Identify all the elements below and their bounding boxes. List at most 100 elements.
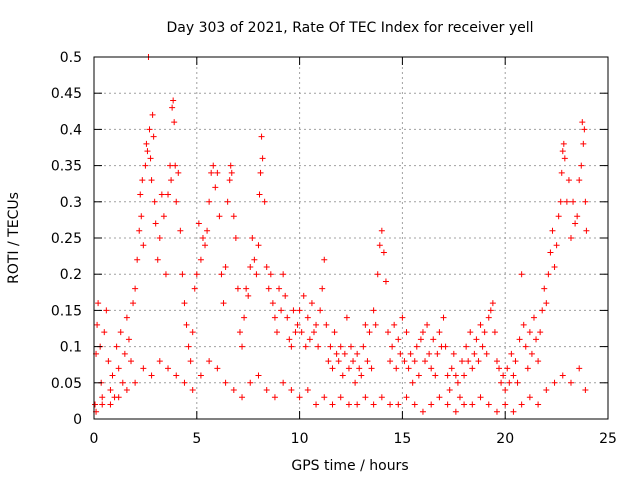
data-point bbox=[424, 321, 431, 328]
data-point bbox=[459, 358, 466, 365]
y-tick-label: 0.2 bbox=[60, 267, 82, 283]
data-point bbox=[559, 148, 566, 155]
data-point bbox=[428, 365, 435, 372]
data-point bbox=[559, 372, 566, 379]
data-point bbox=[335, 358, 342, 365]
data-point bbox=[475, 358, 482, 365]
data-point bbox=[202, 242, 209, 249]
data-point bbox=[146, 126, 153, 133]
data-point bbox=[199, 235, 206, 241]
data-point bbox=[218, 271, 225, 278]
data-point bbox=[524, 365, 531, 372]
data-point bbox=[154, 256, 161, 263]
data-point bbox=[230, 213, 237, 220]
data-point bbox=[432, 372, 439, 379]
data-point bbox=[387, 358, 394, 365]
data-point bbox=[197, 256, 204, 263]
data-point bbox=[403, 329, 410, 336]
data-point bbox=[130, 300, 137, 307]
data-point bbox=[337, 394, 344, 401]
data-point bbox=[265, 285, 272, 292]
data-point bbox=[158, 191, 165, 198]
data-point bbox=[134, 256, 141, 263]
data-point bbox=[541, 285, 548, 292]
data-point bbox=[331, 329, 338, 336]
data-point bbox=[444, 372, 451, 379]
data-point bbox=[508, 350, 515, 357]
data-point bbox=[255, 242, 262, 249]
data-point bbox=[413, 343, 420, 350]
data-point bbox=[533, 336, 540, 343]
data-point bbox=[282, 292, 289, 299]
data-point bbox=[397, 350, 404, 357]
data-point bbox=[156, 235, 163, 241]
data-point bbox=[151, 198, 158, 205]
data-point bbox=[348, 343, 354, 350]
data-point bbox=[123, 314, 130, 321]
data-point bbox=[467, 329, 474, 336]
data-point bbox=[261, 198, 268, 205]
data-point bbox=[502, 401, 509, 408]
data-point bbox=[179, 271, 186, 278]
data-point bbox=[510, 408, 517, 415]
data-point bbox=[372, 321, 379, 328]
data-point bbox=[395, 401, 402, 408]
data-point bbox=[258, 133, 265, 140]
data-point bbox=[452, 372, 459, 379]
data-point bbox=[415, 372, 422, 379]
y-tick-label: 0.5 bbox=[60, 50, 82, 66]
data-point bbox=[148, 177, 155, 184]
data-point bbox=[543, 300, 550, 307]
data-point bbox=[167, 162, 174, 169]
data-point bbox=[172, 162, 179, 169]
data-point bbox=[547, 249, 554, 256]
x-tick-label: 0 bbox=[90, 431, 99, 447]
data-point bbox=[405, 365, 412, 372]
data-point bbox=[557, 198, 564, 205]
data-point bbox=[256, 191, 263, 198]
data-point bbox=[319, 285, 326, 292]
data-point bbox=[440, 314, 447, 321]
data-point bbox=[243, 285, 250, 292]
data-point bbox=[489, 300, 496, 307]
data-point bbox=[306, 336, 313, 343]
data-point bbox=[208, 169, 215, 176]
data-point bbox=[411, 401, 418, 408]
data-point bbox=[294, 321, 301, 328]
data-point bbox=[493, 358, 500, 365]
data-point bbox=[535, 401, 542, 408]
data-point bbox=[138, 213, 145, 220]
data-point bbox=[165, 365, 172, 372]
data-point bbox=[99, 394, 106, 401]
data-point bbox=[479, 343, 486, 350]
data-point bbox=[341, 350, 348, 357]
data-point bbox=[448, 365, 455, 372]
data-point bbox=[296, 394, 303, 401]
data-point bbox=[286, 336, 293, 343]
data-point bbox=[113, 343, 120, 350]
data-point bbox=[177, 227, 184, 234]
data-point bbox=[128, 358, 135, 365]
data-point bbox=[444, 401, 451, 408]
data-point bbox=[419, 408, 426, 415]
data-point bbox=[288, 387, 295, 394]
data-point bbox=[181, 379, 188, 386]
data-point bbox=[389, 343, 396, 350]
data-point bbox=[315, 343, 322, 350]
data-point bbox=[378, 394, 385, 401]
data-point bbox=[247, 263, 254, 270]
data-point bbox=[465, 358, 472, 365]
data-point bbox=[469, 401, 476, 408]
data-point bbox=[121, 350, 128, 357]
data-point bbox=[195, 220, 202, 227]
data-point bbox=[477, 321, 484, 328]
data-point bbox=[442, 343, 449, 350]
data-point bbox=[454, 379, 461, 386]
data-point bbox=[271, 314, 278, 321]
data-point bbox=[187, 358, 194, 365]
data-point bbox=[175, 169, 182, 176]
data-point bbox=[234, 285, 241, 292]
data-point bbox=[393, 365, 400, 372]
data-point bbox=[483, 350, 490, 357]
data-point bbox=[313, 401, 320, 408]
